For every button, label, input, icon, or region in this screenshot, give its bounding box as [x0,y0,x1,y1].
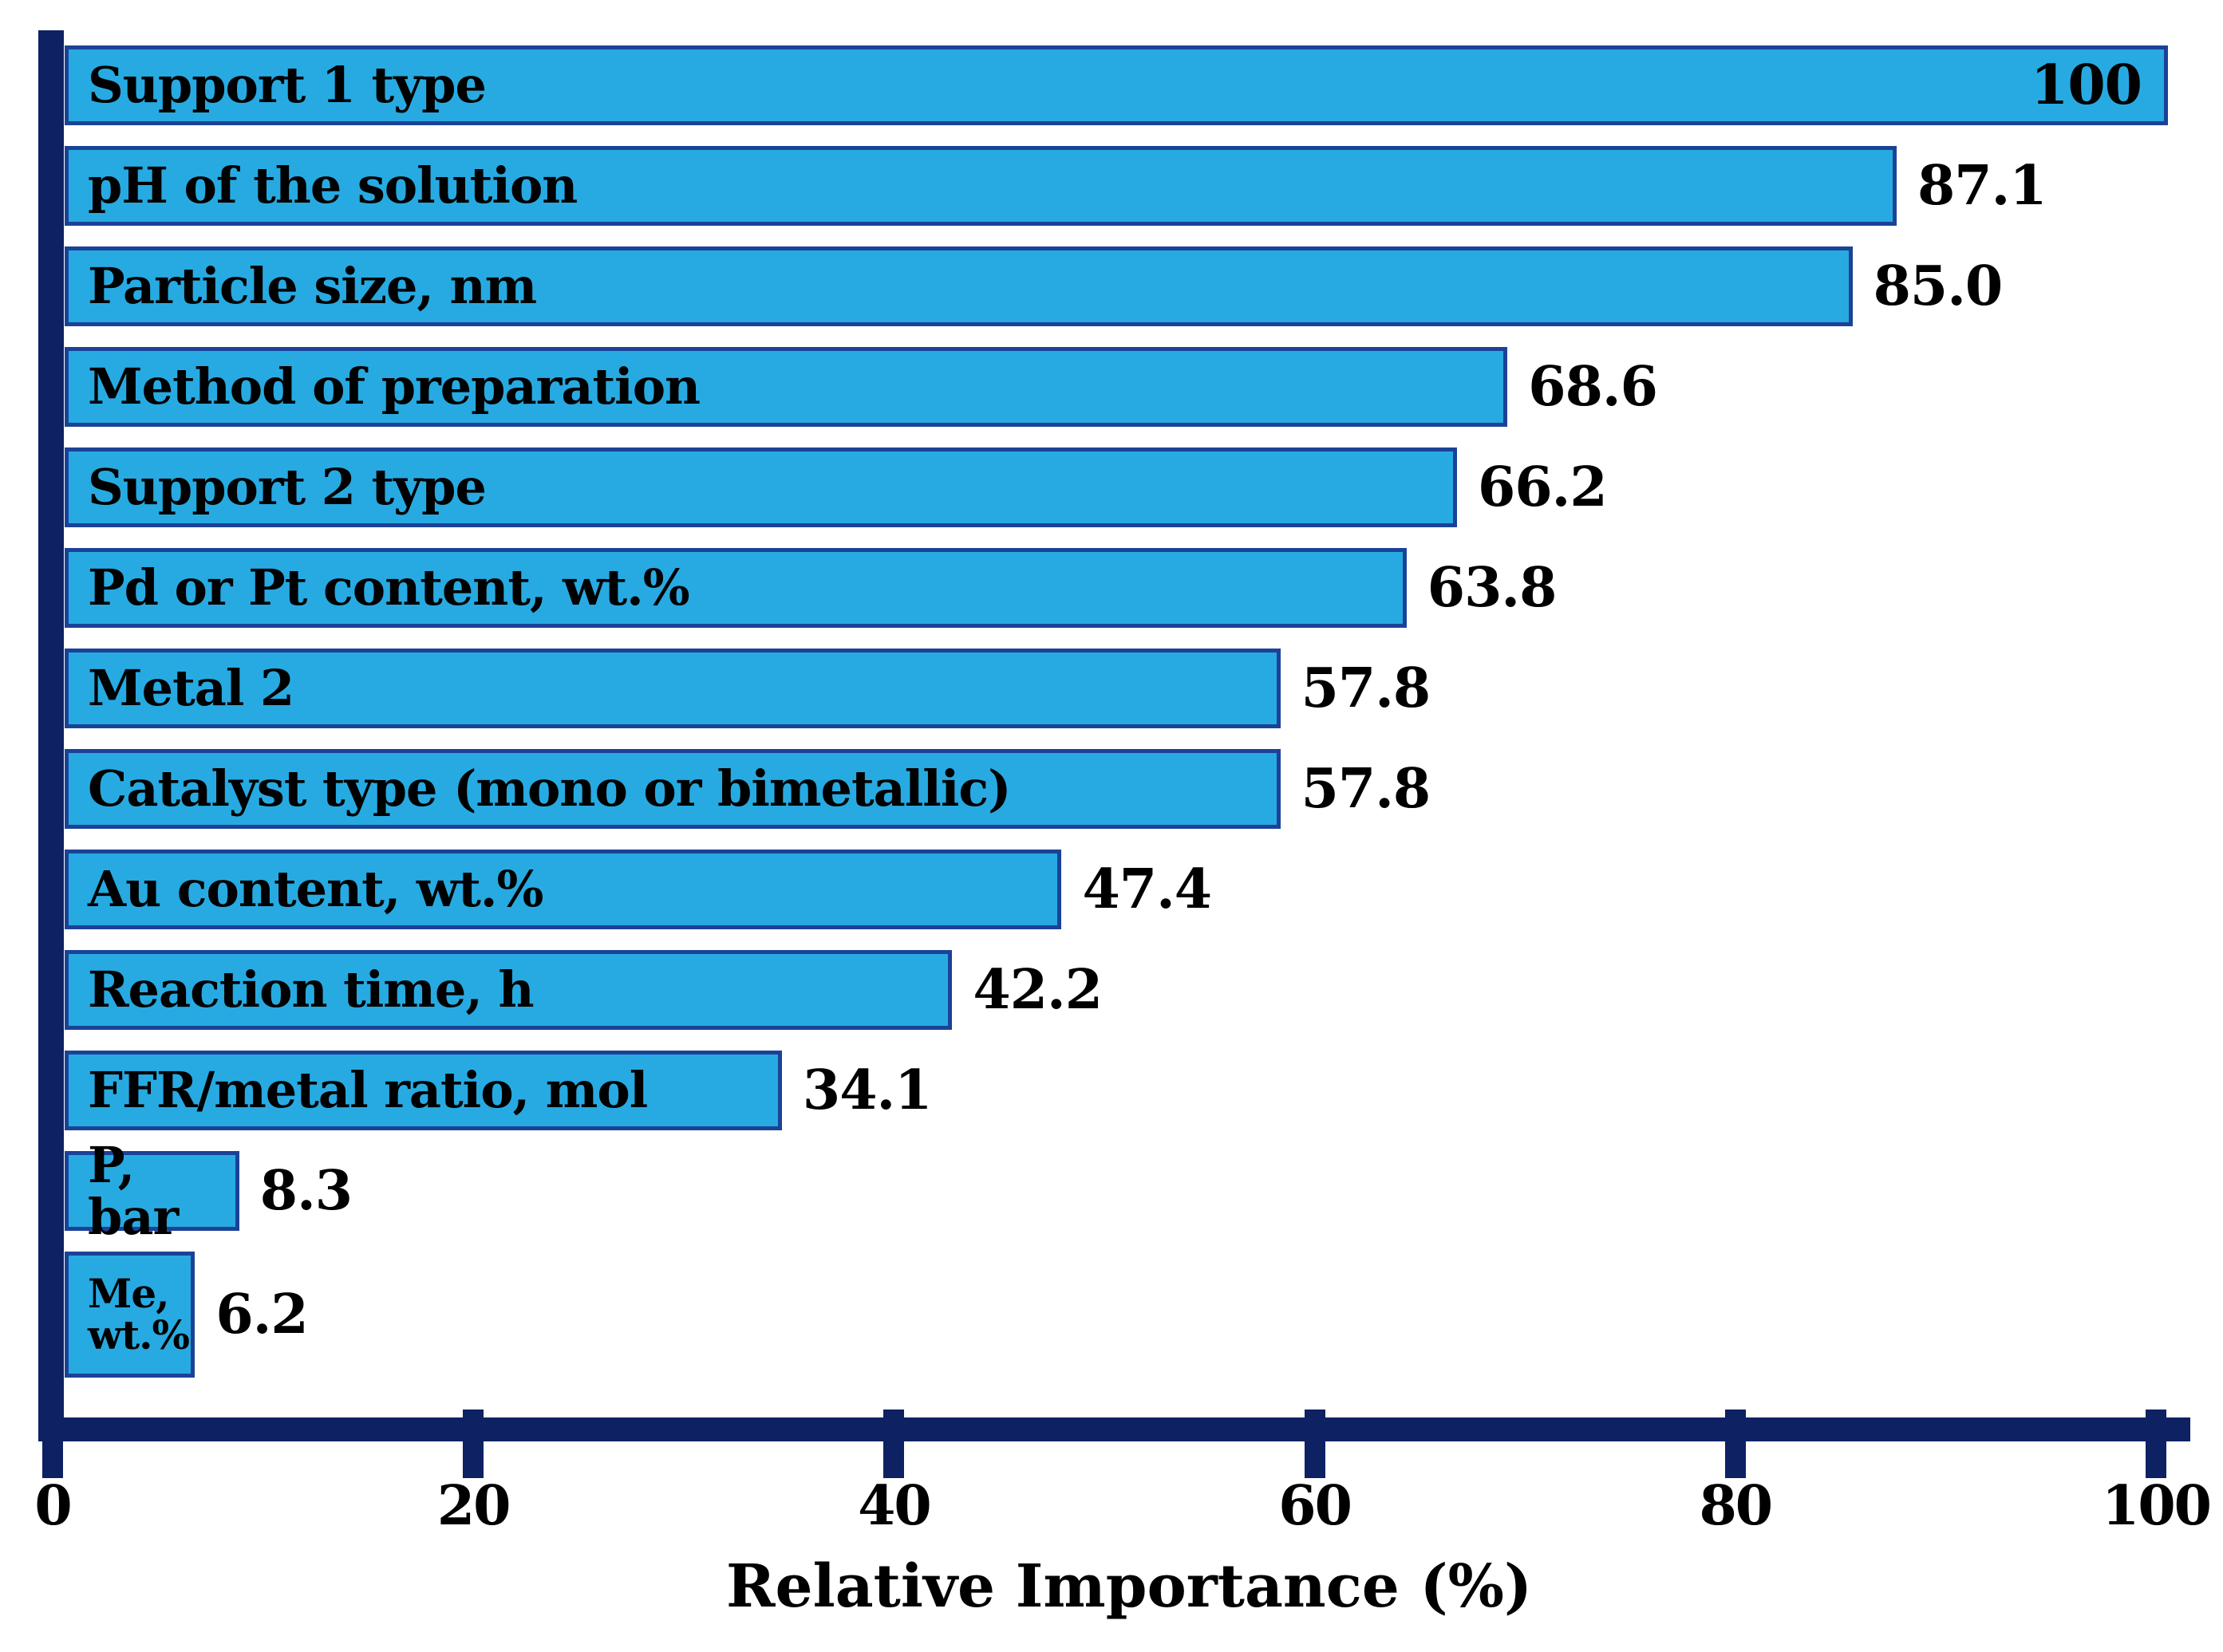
value-label: 85.0 [1873,254,2004,318]
value-label: 87.1 [1917,154,2047,218]
bar-row: Pd or Pt content, wt.% 63.8 [65,548,2187,628]
bar: FFR/metal ratio, mol [65,1051,782,1130]
x-axis-title: Relative Importance (%) [726,1552,1532,1621]
x-axis-tick-label: 40 [858,1474,932,1538]
category-label: Metal 2 [88,659,294,718]
bar-row: Au content, wt.% 47.4 [65,850,2187,929]
bars-container: Support 1 type 100 pH of the solution 87.1 P… [65,45,2187,1398]
bar: Catalyst type (mono or bimetallic) [65,749,1281,829]
bar-row: P, bar 8.3 [65,1139,2187,1243]
category-label: Pd or Pt content, wt.% [88,558,690,617]
bar-row: Support 2 type 66.2 [65,447,2187,527]
value-label: 57.8 [1301,656,1431,720]
bar-row: FFR/metal ratio, mol 34.1 [65,1051,2187,1130]
bar: Reaction time, h [65,950,953,1030]
x-axis-tick [1304,1410,1325,1478]
category-label: Au content, wt.% [88,860,543,919]
x-axis-tick-label: 80 [1699,1474,1773,1538]
x-axis-tick [42,1410,63,1478]
bar: Method of preparation [65,347,1508,427]
bar-row: Reaction time, h 42.2 [65,950,2187,1030]
bar-row: Support 1 type 100 [65,45,2187,125]
x-axis-tick [463,1410,484,1478]
bar-row: pH of the solution 87.1 [65,146,2187,226]
value-label: 34.1 [802,1059,933,1122]
bar-row: Catalyst type (mono or bimetallic) 57.8 [65,749,2187,829]
x-axis-tick-label: 20 [436,1474,511,1538]
x-axis-tick [883,1410,905,1478]
x-axis-tick-label: 0 [34,1474,72,1538]
bar: Particle size, nm [65,246,1853,326]
value-label: 42.2 [973,958,1103,1022]
bar-row: Method of preparation 68.6 [65,347,2187,427]
x-axis-tick-label: 100 [2102,1474,2212,1538]
value-label: 8.3 [259,1159,353,1223]
bar: P, bar [65,1139,239,1243]
bar: Me, wt.% [65,1252,195,1378]
bar: Au content, wt.% [65,850,1062,929]
x-axis-tick [2146,1410,2166,1478]
value-label: 66.2 [1478,455,1608,519]
value-label: 47.4 [1082,858,1212,921]
bar: pH of the solution [65,146,1897,226]
x-axis-tick [1724,1410,1746,1478]
category-label: Catalyst type (mono or bimetallic) [88,759,1012,818]
category-label: Me, wt.% [88,1269,190,1358]
bar: Support 2 type [65,447,1458,527]
bar-row: Particle size, nm 85.0 [65,246,2187,326]
value-label: 100 [2031,53,2142,117]
category-label: Particle size, nm [88,257,537,316]
category-label: Method of preparation [88,357,701,416]
value-label: 6.2 [215,1283,308,1346]
x-axis-line [38,1417,2190,1441]
category-label: Support 2 type [88,458,487,517]
category-label: P, bar [88,1135,179,1246]
category-label: FFR/metal ratio, mol [88,1061,648,1120]
category-label: Support 1 type [88,56,487,115]
bar: Support 1 type 100 [65,45,2168,125]
bar-row: Metal 2 57.8 [65,649,2187,728]
x-axis-tick-label: 60 [1278,1474,1352,1538]
bar: Pd or Pt content, wt.% [65,548,1407,628]
value-label: 63.8 [1427,556,1558,620]
bar-row: Me, wt.% 6.2 [65,1252,2187,1378]
bar: Metal 2 [65,649,1281,728]
y-axis-line [38,30,64,1441]
category-label: pH of the solution [88,156,578,215]
value-label: 68.6 [1528,355,1658,419]
value-label: 57.8 [1301,757,1431,821]
category-label: Reaction time, h [88,960,535,1019]
